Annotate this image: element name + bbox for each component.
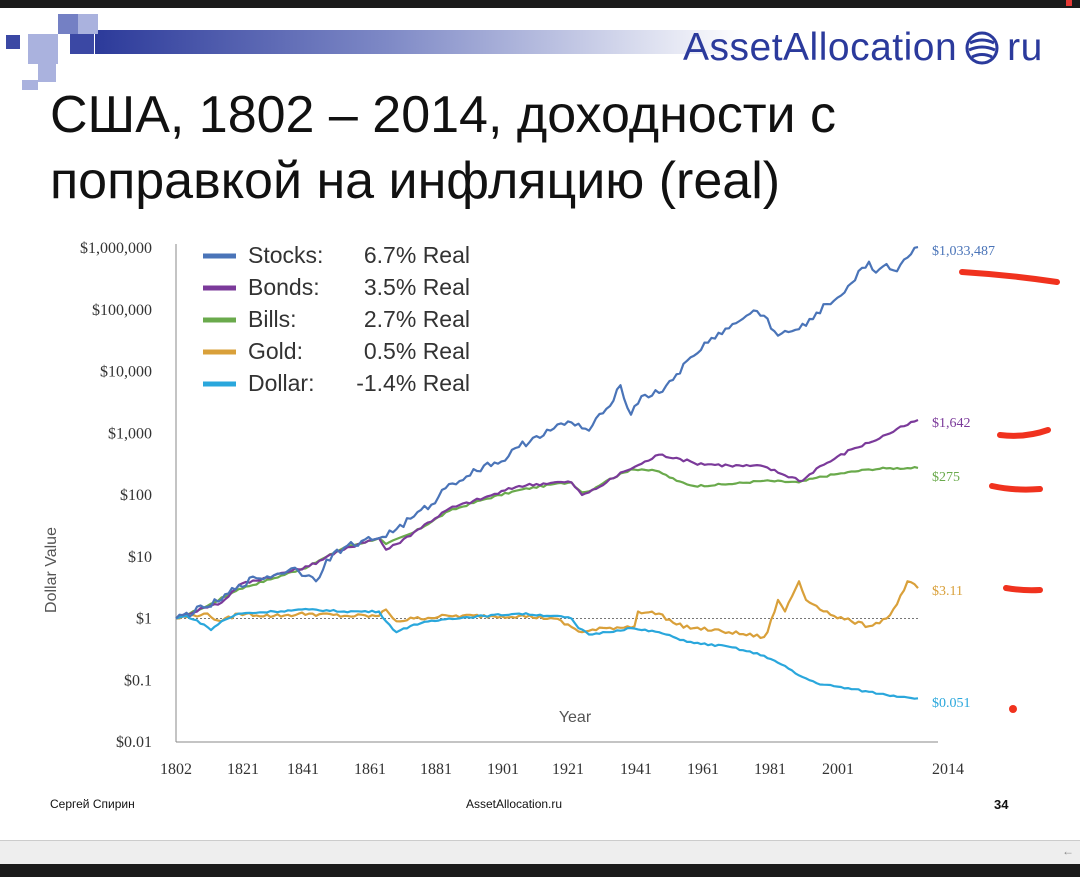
- y-tick-label: $10,000: [100, 364, 152, 381]
- y-tick-label: $0.01: [116, 734, 152, 751]
- legend-rate-dollar: -1.4% Real: [356, 370, 470, 396]
- title-line-2: поправкой на инфляцию (real): [50, 152, 781, 210]
- brand-logo: AssetAllocation ru: [683, 26, 1043, 70]
- legend-name-stocks: Stocks:: [248, 242, 323, 268]
- y-axis-title: Dollar Value: [43, 527, 60, 613]
- decorative-square: [58, 14, 78, 34]
- decorative-square: [28, 34, 58, 64]
- decorative-square: [70, 34, 94, 54]
- x-tick-label: 1861: [354, 761, 386, 778]
- x-tick-label: 1941: [620, 761, 652, 778]
- legend-rate-bills: 2.7% Real: [364, 306, 470, 332]
- series-line-stocks: [175, 246, 919, 620]
- slide-title: США, 1802 – 2014, доходности с поправкой…: [50, 82, 1050, 214]
- legend-name-dollar: Dollar:: [248, 370, 314, 396]
- legend-name-bonds: Bonds:: [248, 274, 320, 300]
- footer-author: Сергей Спирин: [50, 797, 135, 811]
- legend-name-bills: Bills:: [248, 306, 297, 332]
- x-tick-label: 1841: [287, 761, 319, 778]
- returns-chart: $1,000,000 $100,000 $10,000 $1,000 $100 $10 $1…: [43, 240, 1060, 778]
- x-tick-label: 1981: [754, 761, 786, 778]
- close-indicator-icon[interactable]: [1066, 0, 1072, 6]
- y-tick-label: $10: [128, 549, 152, 566]
- series-line-bonds: [175, 418, 919, 620]
- series-line-gold: [175, 580, 919, 639]
- footer-site: AssetAllocation.ru: [466, 797, 563, 811]
- viewer-bottom-strip: [0, 840, 1080, 865]
- globe-icon: [965, 31, 999, 65]
- annotation-dot: [1009, 705, 1017, 713]
- annotation-mark: [997, 427, 1051, 439]
- decorative-square: [6, 35, 20, 49]
- x-tick-label: 1921: [552, 761, 584, 778]
- end-value-label-bills: $275: [932, 470, 960, 485]
- y-tick-label: $1,000: [108, 425, 152, 442]
- end-value-label-dollar: $0.051: [932, 696, 971, 711]
- legend-name-gold: Gold:: [248, 338, 303, 364]
- legend-rate-bonds: 3.5% Real: [364, 274, 470, 300]
- x-tick-label: 1802: [160, 761, 192, 778]
- window-bottom-bar: [0, 864, 1080, 877]
- x-tick-label: 1961: [687, 761, 719, 778]
- logo-suffix: ru: [1007, 26, 1043, 69]
- decorative-square: [22, 80, 38, 90]
- x-tick-label: 1821: [227, 761, 259, 778]
- end-value-label-gold: $3.11: [932, 584, 963, 599]
- title-line-1: США, 1802 – 2014, доходности с: [50, 86, 837, 144]
- x-tick-label: 1901: [487, 761, 519, 778]
- end-value-label-stocks: $1,033,487: [932, 244, 995, 259]
- y-tick-label: $1: [136, 611, 152, 628]
- x-tick-label: 2014: [932, 761, 964, 778]
- page-number: 34: [994, 797, 1009, 812]
- series-line-bills: [175, 466, 919, 620]
- x-tick-label: 1881: [420, 761, 452, 778]
- x-axis-title: Year: [559, 709, 592, 726]
- end-value-label-bonds: $1,642: [932, 416, 971, 431]
- decorative-square: [38, 64, 56, 82]
- y-tick-label: $100,000: [92, 302, 152, 319]
- logo-text: AssetAllocation: [683, 26, 958, 69]
- header-gradient-band: [95, 30, 745, 54]
- legend-rate-gold: 0.5% Real: [364, 338, 470, 364]
- x-tick-label: 2001: [822, 761, 854, 778]
- annotation-mark: [1003, 585, 1043, 594]
- window-top-bar: [0, 0, 1080, 8]
- annotation-mark: [989, 483, 1043, 493]
- y-tick-label: $100: [120, 487, 152, 504]
- back-arrow-icon[interactable]: ←: [1062, 844, 1074, 858]
- decorative-square: [78, 14, 98, 34]
- y-tick-label: $1,000,000: [80, 240, 152, 257]
- series-line-dollar: [175, 607, 919, 700]
- legend-rate-stocks: 6.7% Real: [364, 242, 470, 268]
- annotation-mark: [959, 269, 1060, 285]
- y-tick-label: $0.1: [124, 672, 152, 689]
